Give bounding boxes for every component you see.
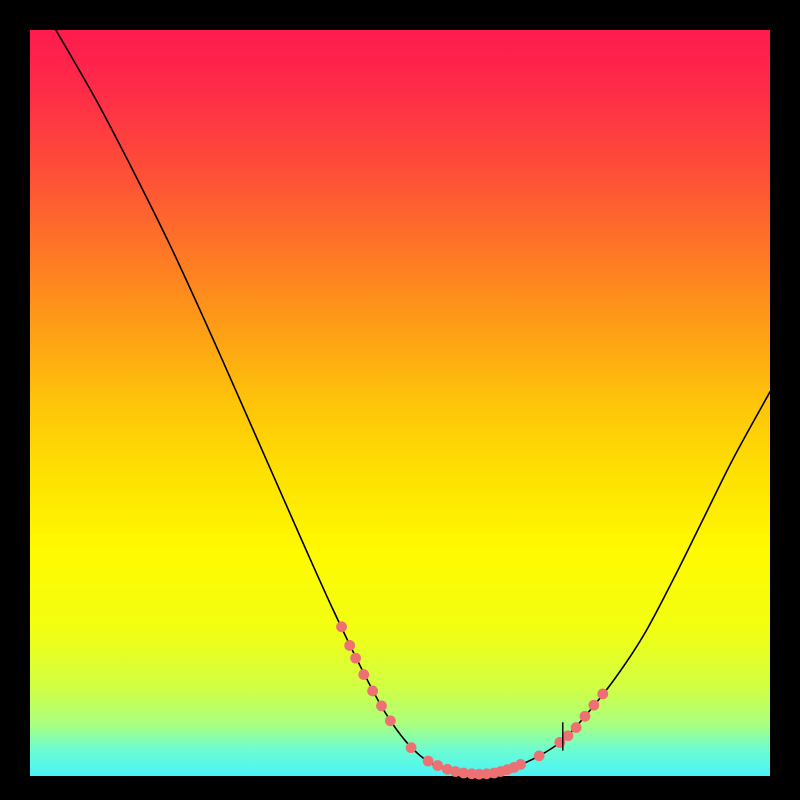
marker-point (367, 686, 378, 697)
marker-point (358, 669, 369, 680)
marker-point (515, 759, 526, 770)
chart-stage: TheBottleneck.com (0, 0, 800, 800)
marker-point (534, 750, 545, 761)
marker-point (571, 722, 582, 733)
marker-point (336, 621, 347, 632)
watermark-text: TheBottleneck.com (584, 2, 784, 28)
marker-point (350, 653, 361, 664)
marker-point (580, 711, 591, 722)
marker-point (563, 730, 574, 741)
marker-point (385, 715, 396, 726)
marker-point (588, 700, 599, 711)
chart-background (30, 30, 770, 776)
marker-point (376, 700, 387, 711)
marker-point (406, 742, 417, 753)
bottleneck-curve-chart (0, 0, 800, 800)
marker-point (597, 689, 608, 700)
marker-point (423, 756, 434, 767)
marker-point (344, 640, 355, 651)
marker-point (432, 760, 443, 771)
